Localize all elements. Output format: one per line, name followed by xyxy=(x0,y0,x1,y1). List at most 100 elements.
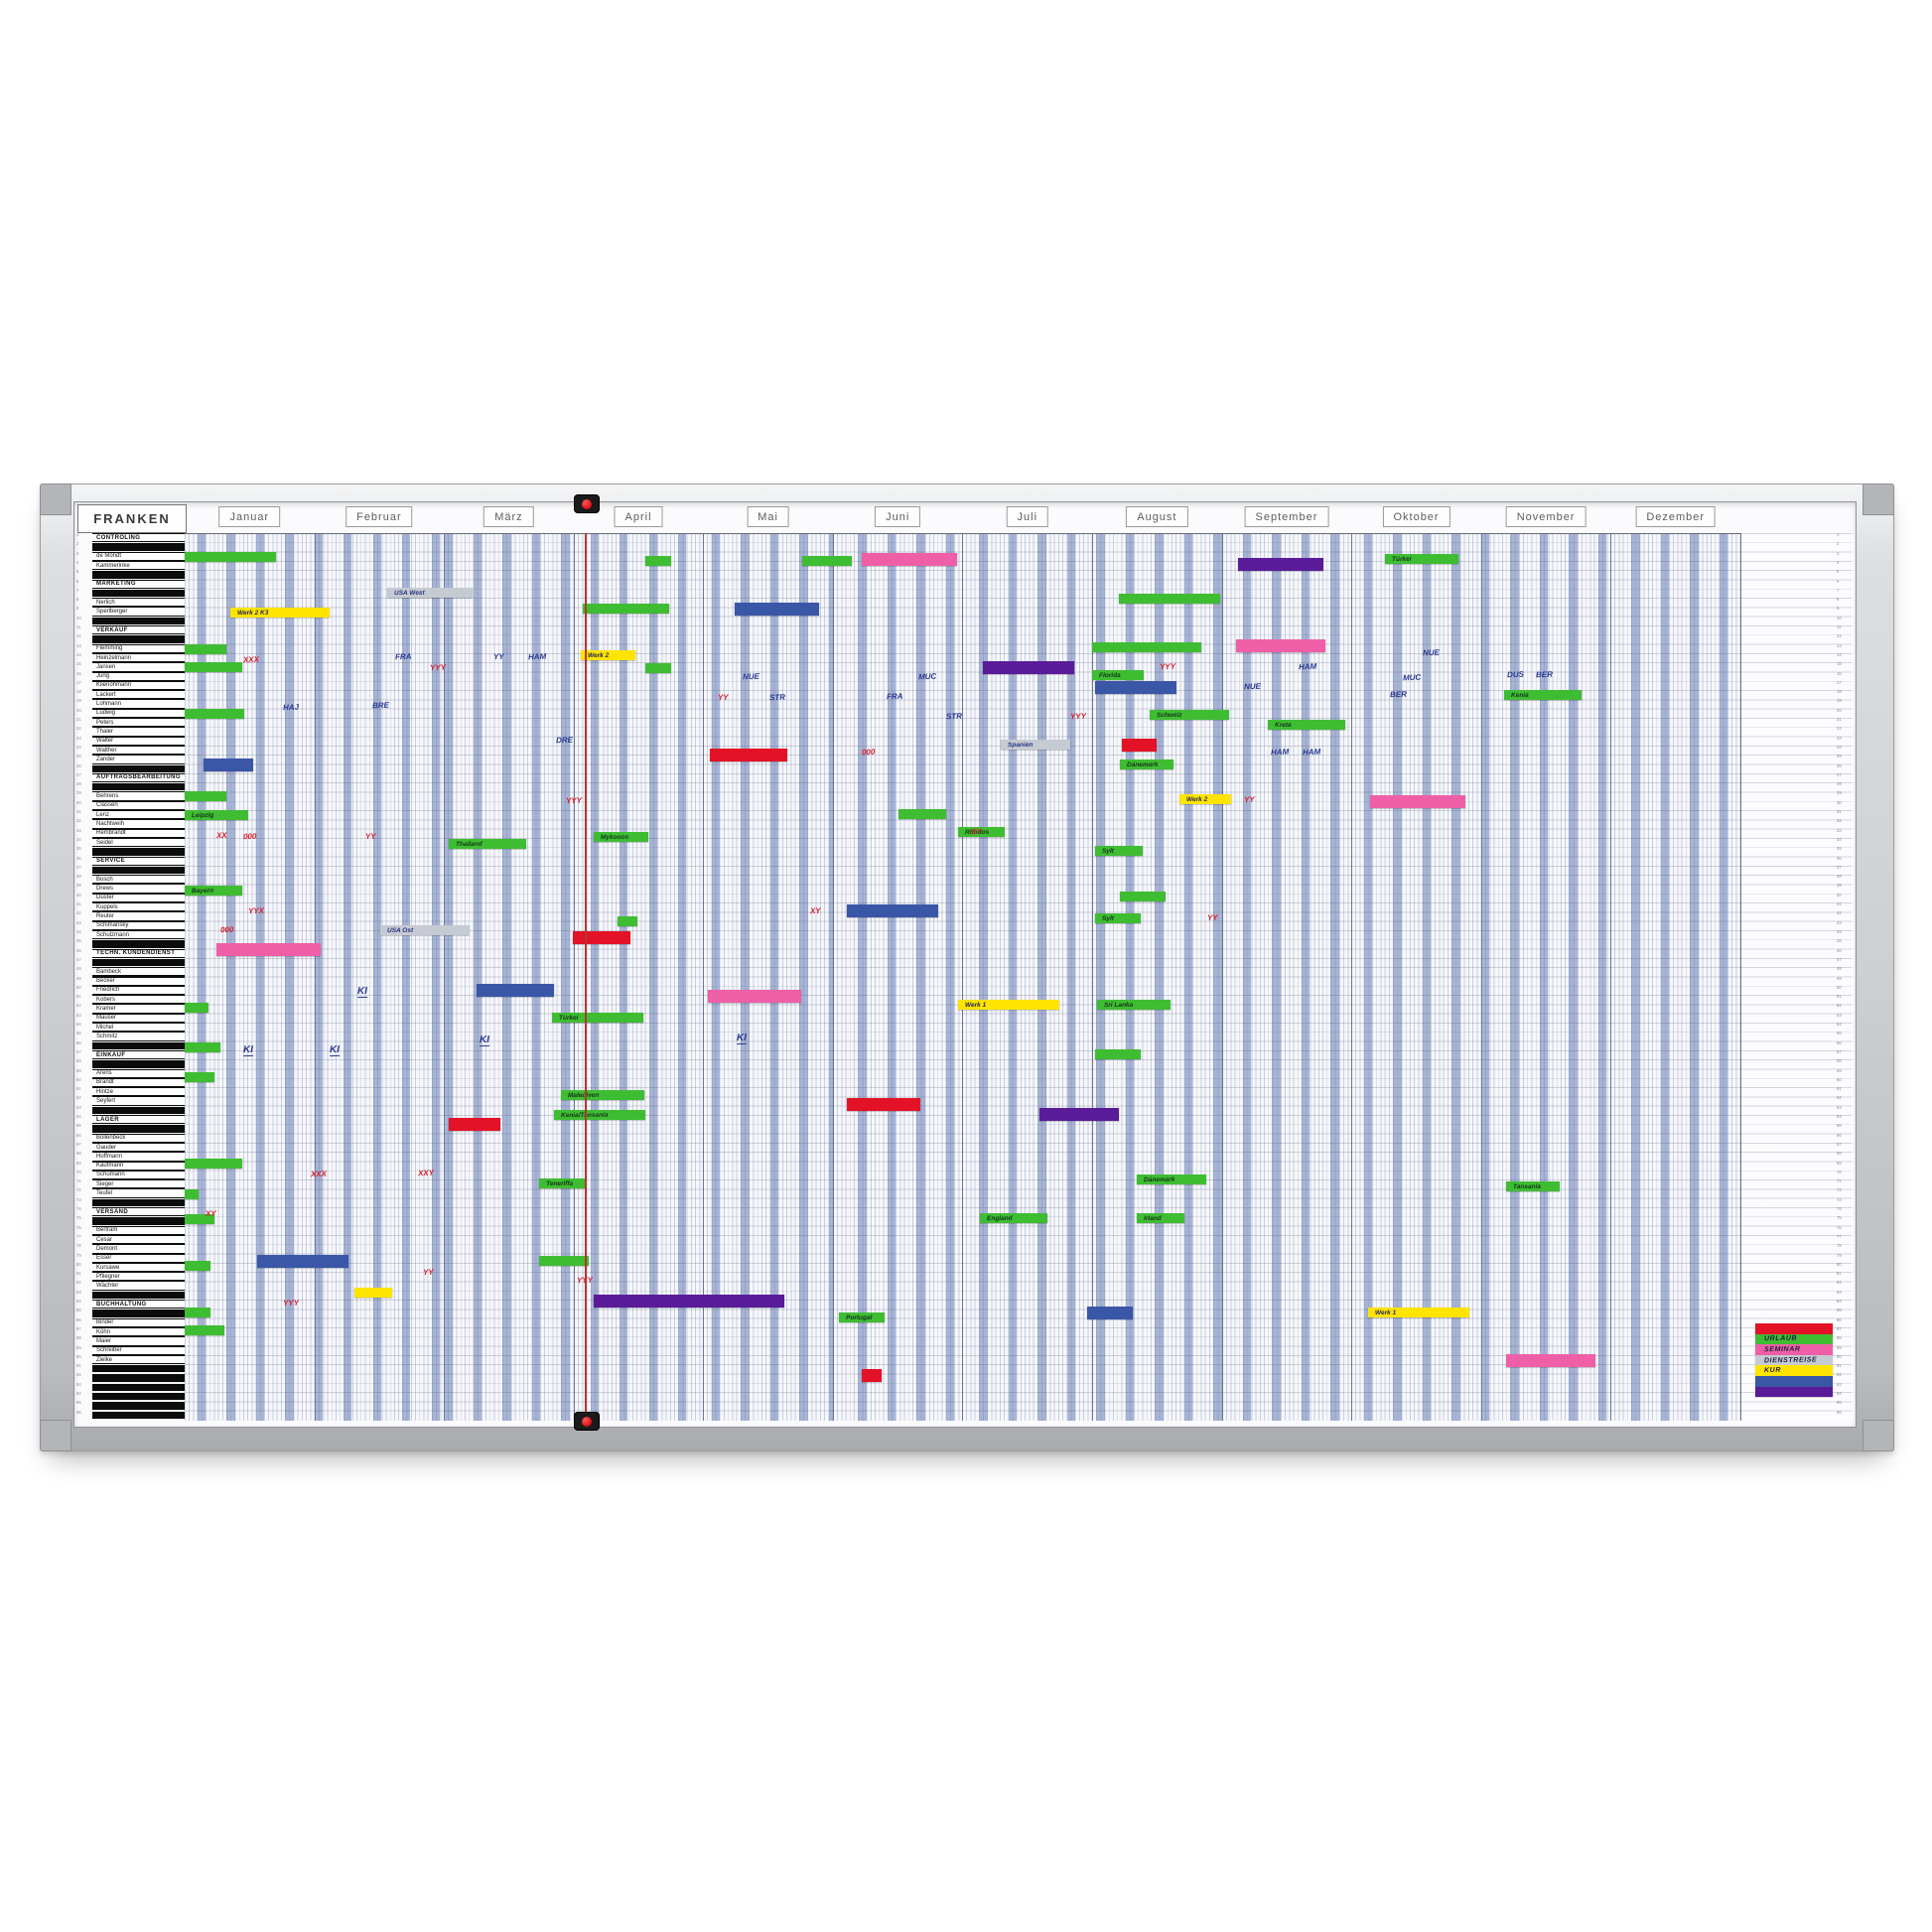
date-marker-line[interactable] xyxy=(585,533,587,1420)
magnet-strip-g[interactable]: Thailand xyxy=(449,839,526,849)
magnet-strip-s[interactable]: Spanien xyxy=(1001,740,1070,750)
magnet-strip-g[interactable] xyxy=(583,604,669,614)
legend-strip-s[interactable]: DIENSTREISE xyxy=(1755,1354,1833,1366)
date-marker-knob-top[interactable] xyxy=(574,494,600,513)
brand-label: FRANKEN xyxy=(93,511,171,526)
magnet-strip-y[interactable]: Werk 1 xyxy=(1368,1308,1469,1317)
magnet-strip-g[interactable]: Sylt xyxy=(1095,913,1141,923)
magnet-strip-p[interactable] xyxy=(1236,638,1325,652)
magnet-strip-g[interactable] xyxy=(185,1159,242,1169)
magnet-strip-g[interactable] xyxy=(1092,642,1201,652)
magnet-strip-v[interactable] xyxy=(1039,1107,1119,1121)
magnet-strip-b[interactable] xyxy=(1087,1306,1133,1319)
magnet-strip-g[interactable] xyxy=(618,916,637,926)
magnet-strip-p[interactable] xyxy=(862,552,957,566)
magnet-strip-y[interactable]: Werk 1 xyxy=(958,1000,1059,1010)
magnet-strip-y[interactable] xyxy=(354,1288,392,1298)
magnet-strip-g[interactable] xyxy=(185,791,226,801)
magnet-strip-g[interactable]: Tansania xyxy=(1506,1181,1560,1191)
magnet-strip-s[interactable]: USA West xyxy=(387,588,473,598)
magnet-strip-g[interactable] xyxy=(539,1256,589,1266)
magnet-strip-g[interactable] xyxy=(185,1214,214,1224)
magnet-strip-g[interactable]: Schweiz xyxy=(1150,710,1229,720)
magnet-strip-y[interactable]: Werk 2 xyxy=(1179,794,1231,804)
magnet-strip-p[interactable] xyxy=(1370,794,1465,808)
magnet-strip-g[interactable]: Türkei xyxy=(552,1013,643,1023)
legend-strip-r[interactable] xyxy=(1755,1323,1833,1334)
magnet-strip-g[interactable] xyxy=(185,552,276,562)
date-marker-knob-bottom[interactable] xyxy=(574,1412,600,1431)
magnet-strip-b[interactable] xyxy=(847,903,938,917)
magnet-strip-y[interactable]: Werk 2 xyxy=(581,650,635,660)
magnet-strip-g[interactable] xyxy=(185,662,242,672)
magnet-strip-g[interactable]: Kenia/Tansania xyxy=(554,1110,645,1120)
magnet-strip-g[interactable]: Sri Lanka xyxy=(1097,1000,1171,1010)
magnet-strip-p[interactable] xyxy=(216,942,321,956)
magnet-strip-g[interactable]: Malediven xyxy=(561,1090,644,1100)
magnet-strip-v[interactable] xyxy=(983,660,1074,674)
row-number: 61 xyxy=(76,1087,81,1092)
magnet-strip-g[interactable] xyxy=(1095,1049,1141,1059)
magnet-strip-g[interactable]: Mykonos xyxy=(594,832,648,842)
legend-strip-g[interactable]: URLAUB xyxy=(1755,1333,1833,1345)
legend-strip-y[interactable]: KUR xyxy=(1755,1365,1833,1376)
magnet-strip-s[interactable]: USA Ost xyxy=(380,925,470,935)
magnet-strip-g[interactable] xyxy=(185,1189,199,1199)
magnet-strip-g[interactable]: Bayern xyxy=(185,886,242,896)
magnet-strip-g[interactable]: Florida xyxy=(1092,670,1144,680)
magnet-strip-v[interactable] xyxy=(594,1294,784,1308)
magnet-strip-g[interactable]: Teneriffa xyxy=(539,1178,585,1188)
strip-handwritten-label: Florida xyxy=(1098,671,1121,679)
magnet-strip-g[interactable]: Leipzig xyxy=(185,810,248,820)
row-number: 87 xyxy=(76,1326,81,1332)
magnet-strip-p[interactable] xyxy=(1506,1353,1595,1367)
row-number: 91 xyxy=(76,1364,81,1369)
magnet-strip-g[interactable]: Rhodos xyxy=(958,827,1005,837)
magnet-strip-g[interactable]: Dänemark xyxy=(1137,1174,1206,1184)
magnet-strip-r[interactable] xyxy=(847,1097,920,1111)
magnet-strip-g[interactable] xyxy=(185,1003,208,1013)
legend-strip-b[interactable] xyxy=(1755,1375,1833,1387)
magnet-strip-g[interactable]: Sylt xyxy=(1095,846,1143,856)
empty-label-slot xyxy=(92,1410,185,1420)
magnet-strip-g[interactable] xyxy=(185,1325,224,1335)
magnet-strip-g[interactable] xyxy=(185,1042,220,1052)
handwritten-mark: XXX xyxy=(242,654,260,665)
magnet-strip-b[interactable] xyxy=(257,1254,348,1268)
magnet-strip-g[interactable] xyxy=(802,556,852,566)
magnet-strip-g[interactable] xyxy=(1119,594,1220,604)
magnet-strip-y[interactable]: Werk 2 K3 xyxy=(230,608,330,618)
magnet-strip-r[interactable] xyxy=(449,1117,500,1131)
magnet-strip-g[interactable]: Irland xyxy=(1137,1213,1184,1223)
row-number: 30 xyxy=(1837,800,1842,805)
legend-strip-v[interactable] xyxy=(1755,1386,1833,1398)
magnet-strip-g[interactable] xyxy=(1120,892,1166,901)
magnet-strip-b[interactable] xyxy=(477,983,554,997)
magnet-strip-r[interactable] xyxy=(573,930,630,944)
magnet-strip-g[interactable] xyxy=(185,1308,210,1317)
magnet-strip-g[interactable]: Dänemark xyxy=(1120,759,1173,769)
magnet-strip-g[interactable]: Kreta xyxy=(1268,720,1345,730)
magnet-strip-r[interactable] xyxy=(862,1368,882,1382)
magnet-strip-b[interactable] xyxy=(1095,680,1176,694)
weekend-band xyxy=(1096,534,1105,1421)
magnet-strip-r[interactable] xyxy=(1122,738,1157,752)
magnet-strip-b[interactable] xyxy=(735,602,819,616)
magnet-strip-g[interactable] xyxy=(185,1261,210,1271)
magnet-strip-g[interactable] xyxy=(185,709,244,719)
magnet-strip-v[interactable] xyxy=(1238,557,1323,571)
magnet-strip-r[interactable] xyxy=(710,748,787,761)
legend-strip-p[interactable]: SEMINAR xyxy=(1755,1344,1833,1355)
magnet-strip-g[interactable]: Portugal xyxy=(839,1312,885,1322)
magnet-strip-g[interactable]: England xyxy=(980,1213,1047,1223)
magnet-strip-g[interactable] xyxy=(185,644,226,654)
magnet-strip-g[interactable] xyxy=(645,663,671,673)
magnet-strip-g[interactable]: Kenia xyxy=(1504,690,1582,700)
row-number: 68 xyxy=(76,1152,81,1157)
magnet-strip-g[interactable] xyxy=(645,556,671,566)
magnet-strip-g[interactable]: Türkei xyxy=(1385,554,1458,564)
magnet-strip-g[interactable] xyxy=(185,1072,214,1082)
magnet-strip-p[interactable] xyxy=(708,989,801,1003)
magnet-strip-g[interactable] xyxy=(898,809,946,819)
magnet-strip-b[interactable] xyxy=(204,758,253,771)
